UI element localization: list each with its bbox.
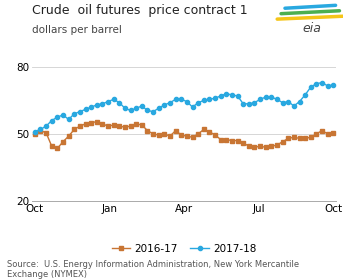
2016-17 [55,147,59,150]
2017-18 [320,81,324,84]
Line: 2016-17: 2016-17 [33,120,335,150]
2016-17 [207,130,212,133]
2016-17 [218,138,223,141]
2016-17 [89,121,93,124]
2017-18 [235,94,240,98]
Legend: 2016-17, 2017-18: 2016-17, 2017-18 [112,244,257,254]
2016-17 [156,133,161,137]
2017-18 [331,83,336,86]
2017-18 [213,97,217,100]
2016-17 [95,120,99,123]
2017-18 [145,109,150,112]
2017-18 [196,101,200,104]
Text: Crude  oil futures  price contract 1: Crude oil futures price contract 1 [32,4,247,17]
2017-18 [84,108,88,111]
2016-17 [331,131,336,134]
Text: dollars per barrel: dollars per barrel [32,25,122,35]
Text: eia: eia [303,22,322,35]
2016-17 [247,145,251,148]
2016-17 [224,138,228,141]
2017-18 [33,130,37,133]
Line: 2017-18: 2017-18 [33,81,335,134]
2016-17 [33,132,37,136]
2017-18 [207,98,212,101]
Text: Source:  U.S. Energy Information Administration, New York Mercantile
Exchange (N: Source: U.S. Energy Information Administ… [7,259,299,279]
